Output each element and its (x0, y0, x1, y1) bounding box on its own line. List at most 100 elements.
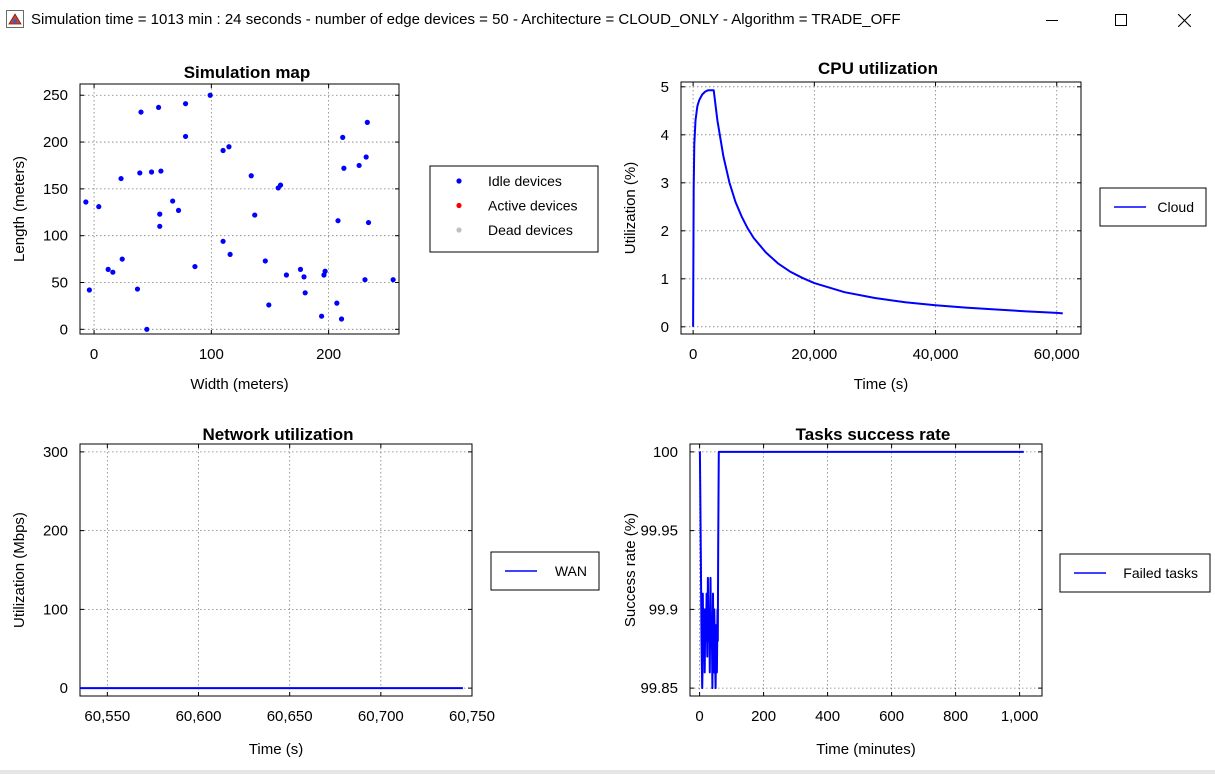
legend-entry: Active devices (488, 198, 577, 214)
device-point (207, 92, 213, 98)
x-tick-label: 20,000 (791, 346, 837, 363)
device-point (252, 212, 258, 218)
device-point (170, 198, 176, 204)
device-point (364, 119, 370, 125)
plot-area-frame (680, 81, 1082, 335)
window-bottom-edge (0, 770, 1215, 774)
y-tick-label: 0 (60, 321, 68, 338)
java-app-icon (6, 10, 24, 28)
x-tick-label: 0 (90, 346, 98, 363)
x-tick-label: 60,750 (449, 708, 495, 725)
x-tick-label: 600 (879, 708, 904, 725)
legend-entry: Cloud (1157, 199, 1194, 215)
device-point (365, 219, 372, 226)
y-tick-label: 2 (661, 223, 669, 240)
x-axis-label: Time (s) (249, 741, 303, 758)
x-tick-label: 60,000 (1034, 346, 1080, 363)
legend-marker (456, 202, 462, 209)
x-tick-label: 1,000 (1001, 708, 1039, 725)
x-tick-label: 100 (199, 346, 224, 363)
plot-area-frame (689, 443, 1043, 697)
legend-entry: WAN (555, 563, 587, 579)
device-point (220, 238, 226, 244)
y-tick-label: 200 (43, 134, 68, 151)
device-point (83, 199, 89, 205)
window-titlebar[interactable]: Simulation time = 1013 min : 24 seconds … (0, 0, 1215, 40)
device-point (105, 266, 111, 272)
device-point (118, 175, 124, 182)
device-point (363, 154, 369, 160)
x-axis-label: Width (meters) (190, 376, 288, 393)
close-icon (1177, 13, 1191, 27)
maximize-button[interactable] (1098, 4, 1144, 36)
chart-title: Tasks success rate (796, 425, 951, 444)
x-tick-label: 60,700 (358, 708, 404, 725)
device-point (144, 326, 150, 332)
device-point (192, 263, 198, 270)
x-axis-label: Time (minutes) (816, 741, 915, 758)
y-axis-label: Success rate (%) (622, 513, 639, 627)
y-tick-label: 300 (43, 444, 68, 461)
x-tick-label: 40,000 (913, 346, 959, 363)
device-point (297, 266, 304, 272)
legend-marker (456, 178, 462, 184)
device-point (182, 133, 189, 140)
legend-entry: Idle devices (488, 173, 562, 189)
tasks-success-rate-chart: Tasks success rate 0 200 400 600 800 1,000 99.8… (622, 425, 1211, 758)
device-point (134, 286, 141, 292)
device-point (283, 272, 290, 278)
window-title: Simulation time = 1013 min : 24 seconds … (31, 11, 901, 28)
device-point (390, 277, 396, 283)
plot-area-frame (79, 83, 400, 335)
x-tick-label: 60,600 (176, 708, 222, 725)
y-tick-label: 100 (43, 228, 68, 245)
device-point (137, 170, 143, 176)
y-axis-label: Utilization (Mbps) (11, 512, 28, 628)
y-tick-label: 1 (661, 271, 669, 288)
cpu-utilization-chart: CPU utilization 0 20,000 40,000 60,000 0 1 2 3 4 5… (622, 59, 1207, 393)
y-tick-label: 100 (653, 444, 678, 461)
y-tick-label: 150 (43, 181, 68, 198)
device-point (248, 173, 254, 179)
x-tick-label: 0 (689, 346, 697, 363)
device-point (158, 168, 164, 174)
x-tick-label: 60,550 (84, 708, 130, 725)
device-point (110, 269, 116, 275)
legend-marker (456, 227, 462, 233)
device-point (356, 162, 362, 169)
legend-entry: Dead devices (488, 222, 573, 238)
y-tick-label: 99.85 (640, 680, 678, 697)
device-point (318, 313, 325, 319)
device-point (277, 182, 284, 188)
x-tick-label: 200 (751, 708, 776, 725)
device-point (119, 256, 125, 262)
y-tick-label: 5 (661, 79, 669, 96)
device-point (338, 316, 345, 322)
device-point (138, 109, 144, 115)
minimize-button[interactable] (1029, 4, 1075, 36)
device-point (266, 302, 272, 308)
chart-title: Simulation map (184, 63, 311, 82)
x-tick-label: 400 (815, 708, 840, 725)
device-point (155, 104, 162, 111)
y-tick-label: 99.9 (649, 601, 678, 618)
chart-title: CPU utilization (818, 59, 938, 78)
x-tick-label: 200 (316, 346, 341, 363)
legend-box: Failed tasks (1059, 553, 1211, 593)
y-tick-label: 200 (43, 523, 68, 540)
device-point (157, 223, 163, 229)
series-line (692, 89, 1063, 327)
close-button[interactable] (1161, 4, 1207, 36)
device-point (301, 274, 307, 280)
y-tick-label: 99.95 (640, 523, 678, 540)
legend-box: Cloud (1099, 187, 1207, 227)
device-point (341, 165, 347, 171)
chart-title: Network utilization (202, 425, 353, 444)
x-axis-label: Time (s) (854, 376, 908, 393)
device-point (335, 218, 341, 224)
y-tick-label: 0 (661, 319, 669, 336)
device-point (182, 101, 189, 107)
series-line (698, 450, 1024, 690)
device-point (148, 169, 155, 175)
device-point (334, 300, 340, 306)
